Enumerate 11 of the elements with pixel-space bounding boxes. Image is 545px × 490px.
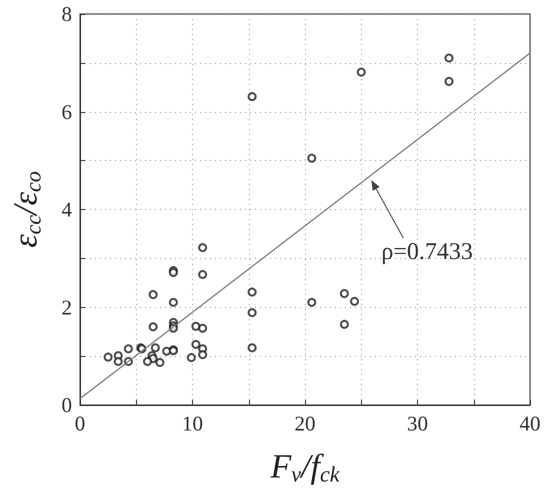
x-tick-label: 10	[182, 412, 203, 436]
annotation: ρ=0.7433	[381, 239, 473, 266]
y-axis-title: εcc/εco	[8, 171, 46, 248]
x-tick-label: 30	[407, 412, 428, 436]
x-tick-label: 20	[294, 412, 316, 436]
y-tick-label: 8	[62, 2, 72, 26]
y-tick-label: 4	[62, 198, 72, 222]
y-tick-label: 0	[62, 393, 72, 417]
y-tick-label: 2	[62, 295, 72, 320]
x-tick-label: 40	[520, 412, 540, 436]
y-tick-label: 6	[62, 100, 72, 124]
